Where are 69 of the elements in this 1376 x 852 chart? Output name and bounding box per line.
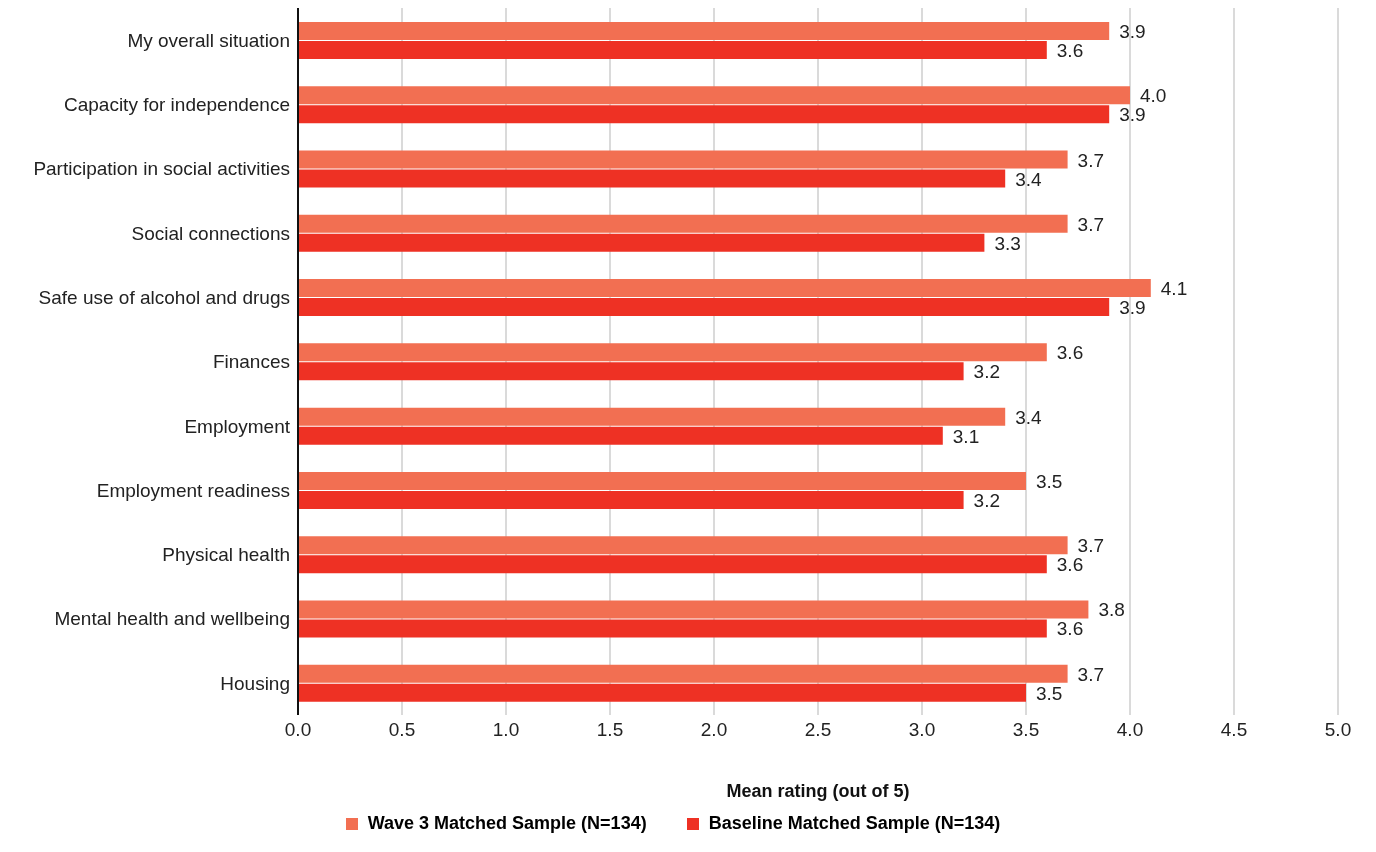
- data-label: 3.6: [1056, 554, 1084, 576]
- data-label: 3.5: [1036, 470, 1063, 492]
- y-tick-label: Housing: [220, 672, 290, 694]
- bar: [298, 214, 1068, 233]
- data-label: 4.1: [1160, 278, 1188, 300]
- x-tick-label: 0.0: [284, 719, 312, 741]
- x-tick-label: 3.0: [908, 719, 936, 741]
- y-tick-label: Capacity for independence: [63, 94, 290, 116]
- y-tick-label: Participation in social activities: [33, 158, 290, 180]
- bar: [298, 150, 1068, 169]
- x-tick-label: 3.5: [1012, 719, 1040, 741]
- x-tick-label: 4.5: [1220, 719, 1248, 741]
- data-label: 3.1: [952, 425, 980, 447]
- data-label: 3.9: [1119, 297, 1146, 319]
- x-tick-label: 5.0: [1324, 719, 1352, 741]
- legend-label: Wave 3 Matched Sample (N=134): [366, 813, 647, 834]
- data-label: 3.7: [1077, 663, 1105, 685]
- bar: [298, 536, 1068, 555]
- y-tick-label: Physical health: [162, 544, 290, 566]
- data-label: 3.3: [994, 232, 1021, 254]
- data-label: 3.4: [1015, 406, 1043, 428]
- x-tick-label: 0.5: [388, 719, 416, 741]
- bar: [298, 664, 1068, 683]
- data-label: 3.8: [1098, 599, 1125, 621]
- bar: [298, 279, 1151, 298]
- x-tick-label: 2.5: [804, 719, 832, 741]
- bar: [298, 41, 1047, 59]
- data-label: 3.7: [1077, 213, 1105, 235]
- x-tick-label: 4.0: [1116, 719, 1144, 741]
- x-tick-label: 1.0: [492, 719, 520, 741]
- data-label: 3.2: [973, 361, 1001, 383]
- data-label: 3.2: [973, 489, 1001, 511]
- bar: [298, 407, 1006, 426]
- bar: [298, 343, 1047, 362]
- bar: [298, 105, 1110, 124]
- bar: [298, 600, 1089, 619]
- bar: [298, 683, 1026, 702]
- bar: [298, 471, 1026, 490]
- data-label: 3.5: [1036, 682, 1063, 704]
- data-label: 3.4: [1015, 168, 1043, 190]
- x-tick-label: 2.0: [700, 719, 728, 741]
- bar: [298, 86, 1130, 105]
- y-tick-label: Mental health and wellbeing: [54, 608, 290, 630]
- data-label: 4.0: [1140, 85, 1167, 107]
- bar: [298, 298, 1110, 317]
- data-label: 3.7: [1077, 535, 1105, 557]
- bar: [298, 362, 964, 381]
- bar: [298, 426, 943, 445]
- legend-label: Baseline Matched Sample (N=134): [707, 813, 1001, 834]
- data-label: 3.6: [1056, 40, 1084, 61]
- bar: [298, 490, 964, 509]
- y-tick-label: Employment readiness: [96, 479, 290, 501]
- x-tick-label: 1.5: [596, 719, 624, 741]
- y-tick-label: Finances: [212, 351, 290, 373]
- bar: [298, 169, 1006, 188]
- bar: [298, 555, 1047, 574]
- y-tick-label: Social connections: [131, 222, 290, 244]
- data-label: 3.7: [1077, 149, 1105, 171]
- y-tick-label: Employment: [184, 415, 291, 437]
- data-label: 3.9: [1119, 104, 1146, 126]
- y-tick-label: Safe use of alcohol and drugs: [38, 286, 290, 308]
- bar: [298, 233, 985, 252]
- data-label: 3.6: [1056, 618, 1084, 640]
- x-axis-title: Mean rating (out of 5): [726, 781, 910, 801]
- data-label: 3.9: [1119, 21, 1146, 42]
- data-label: 3.6: [1056, 342, 1084, 364]
- bar: [298, 619, 1047, 638]
- y-tick-label: My overall situation: [127, 29, 290, 51]
- bar: [298, 22, 1110, 40]
